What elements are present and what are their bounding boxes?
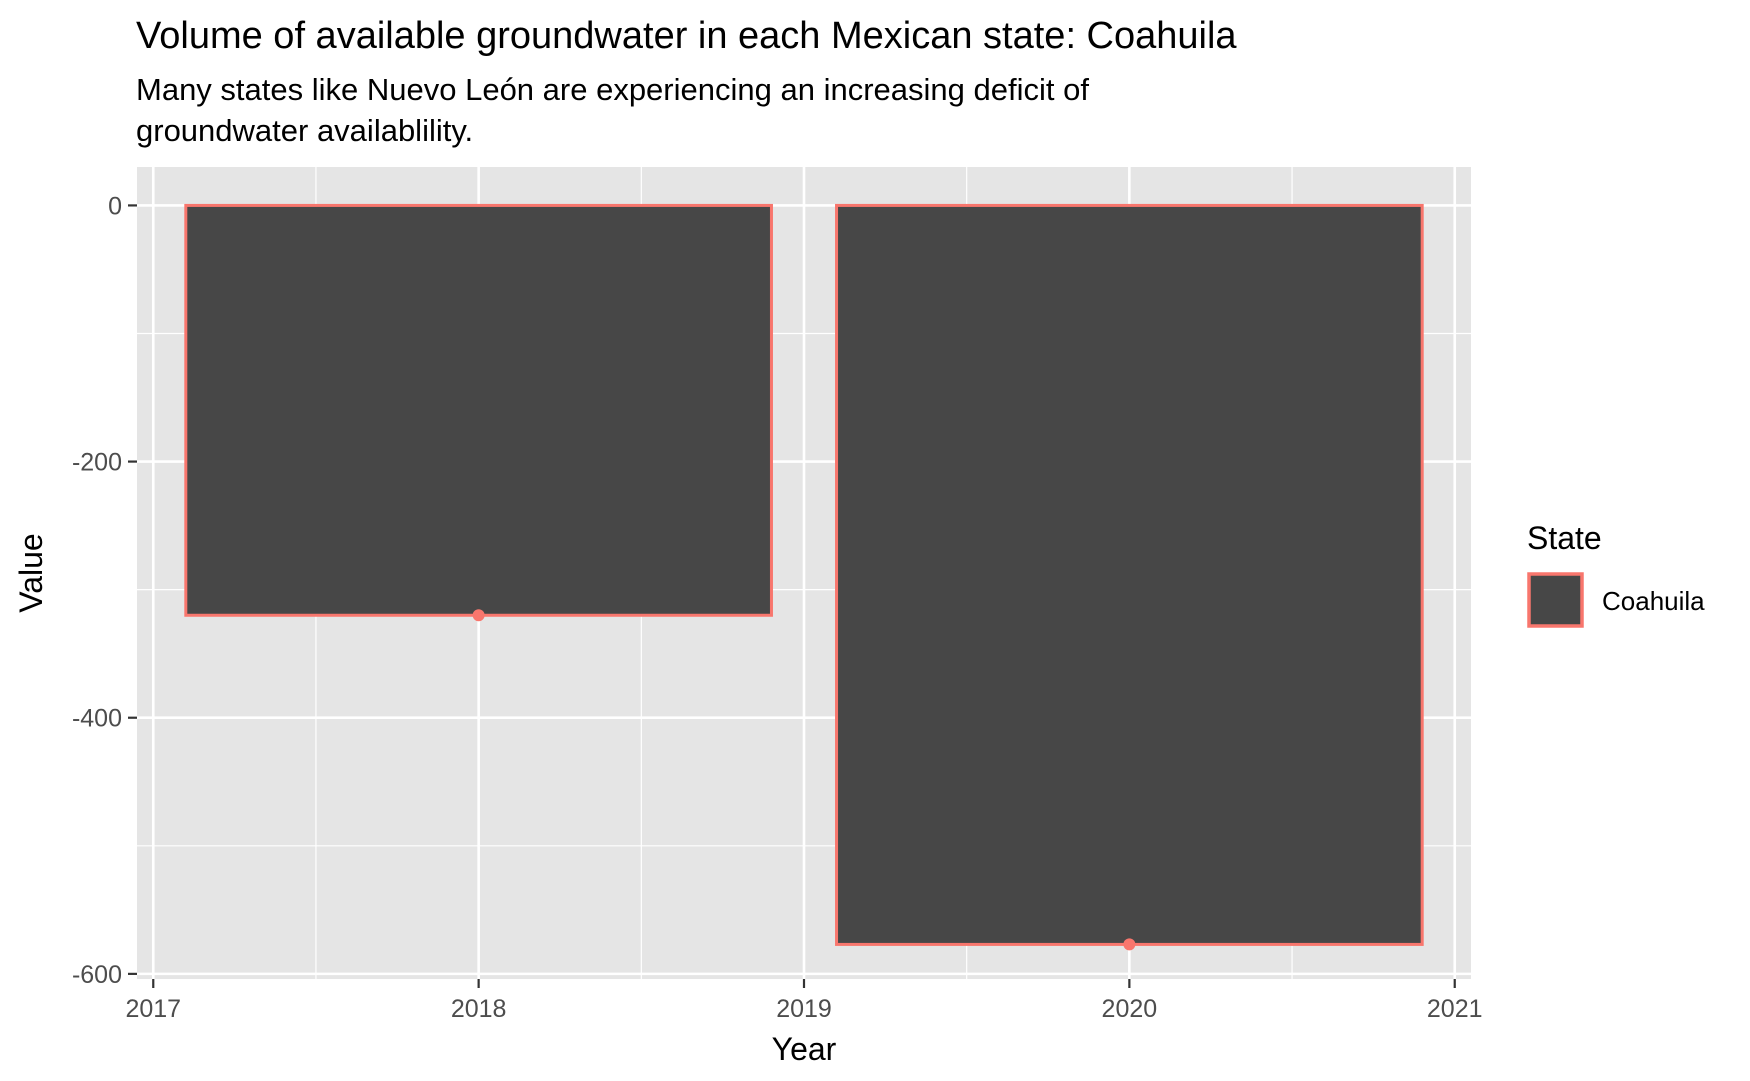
x-tick-label: 2018 <box>451 995 507 1023</box>
legend-title: State <box>1527 520 1602 556</box>
y-tick-label: 0 <box>108 192 122 220</box>
points <box>472 609 1136 951</box>
y-tick-label: -200 <box>72 449 122 477</box>
chart-title: Volume of available groundwater in each … <box>136 15 1237 57</box>
x-axis-title: Year <box>772 1031 837 1067</box>
x-tick-label: 2021 <box>1427 995 1483 1023</box>
legend-key-coahuila <box>1527 572 1584 628</box>
legend-label-coahuila: Coahuila <box>1602 586 1705 616</box>
x-tick-label: 2019 <box>776 995 832 1023</box>
chart-subtitle-line-2: groundwater availablility. <box>136 113 473 148</box>
x-axis: 2017 2018 2019 2020 2021 <box>125 979 1483 1023</box>
chart-subtitle-line-1: Many states like Nuevo León are experien… <box>136 72 1089 107</box>
y-tick-label: -600 <box>72 961 122 989</box>
y-axis: 0 -200 -400 -600 <box>72 192 137 989</box>
x-tick-label: 2020 <box>1102 995 1158 1023</box>
y-axis-title: Value <box>13 533 49 612</box>
bar <box>835 203 1424 946</box>
data-point <box>1123 938 1136 951</box>
bar <box>184 203 773 617</box>
plot-panel <box>137 167 1471 979</box>
legend: State Coahuila <box>1527 520 1705 628</box>
bars <box>184 203 1424 946</box>
y-tick-label: -400 <box>72 705 122 733</box>
data-point <box>472 609 485 622</box>
x-tick-label: 2017 <box>125 995 181 1023</box>
